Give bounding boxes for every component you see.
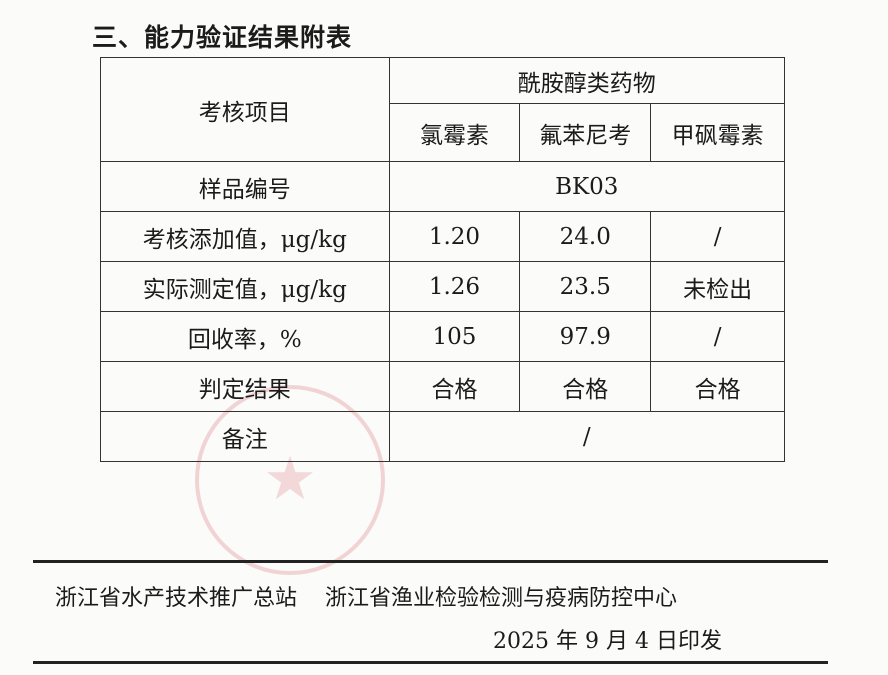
cell: / xyxy=(650,211,785,262)
row-label: 判定结果 xyxy=(100,361,390,412)
drug-header: 氯霉素 xyxy=(388,103,521,162)
sample-id: BK03 xyxy=(388,161,786,212)
table-row: 实际测定值，μg/kg 1.26 23.5 未检出 xyxy=(100,261,785,312)
cell: 合格 xyxy=(519,361,652,412)
row-label: 备注 xyxy=(100,411,390,462)
sample-row: 样品编号 BK03 xyxy=(100,161,786,212)
cell: 24.0 xyxy=(519,211,652,262)
table-row: 判定结果 合格 合格 合格 xyxy=(100,361,785,412)
cell: 1.26 xyxy=(388,261,521,312)
org-name: 浙江省水产技术推广总站 xyxy=(55,586,298,611)
divider-bottom xyxy=(33,661,828,664)
remark-row: 备注 / xyxy=(100,411,786,462)
cell: 合格 xyxy=(388,361,521,412)
drug-header: 甲砜霉素 xyxy=(650,103,785,162)
issue-date: 2025 年 9 月 4 日印发 xyxy=(493,629,722,654)
cell: 23.5 xyxy=(519,261,652,312)
table-row: 回收率，% 105 97.9 / xyxy=(100,311,785,362)
results-table: 考核项目 酰胺醇类药物 氯霉素 氟苯尼考 甲砜霉素 样品编号 BK03 考核添加… xyxy=(100,57,786,462)
row-label: 回收率，% xyxy=(100,311,390,362)
row-label: 样品编号 xyxy=(100,161,390,212)
row-label: 考核添加值，μg/kg xyxy=(100,211,390,262)
cell: 97.9 xyxy=(519,311,652,362)
drug-header: 氟苯尼考 xyxy=(519,103,652,162)
cell: 105 xyxy=(388,311,521,362)
group-header: 酰胺醇类药物 xyxy=(388,57,786,104)
issuing-organizations: 浙江省水产技术推广总站 浙江省渔业检验检测与疫病防控中心 xyxy=(55,580,677,612)
row-label: 实际测定值，μg/kg xyxy=(100,261,390,312)
remark-value: / xyxy=(388,411,786,462)
cell: / xyxy=(650,311,785,362)
cell: 1.20 xyxy=(388,211,521,262)
item-header: 考核项目 xyxy=(100,57,390,162)
divider-top xyxy=(33,560,828,563)
cell: 未检出 xyxy=(650,261,785,312)
table-row: 考核添加值，μg/kg 1.20 24.0 / xyxy=(100,211,785,262)
section-title: 三、能力验证结果附表 xyxy=(92,23,353,52)
header-row: 考核项目 酰胺醇类药物 xyxy=(100,57,786,162)
org-name: 浙江省渔业检验检测与疫病防控中心 xyxy=(325,586,678,611)
cell: 合格 xyxy=(650,361,785,412)
